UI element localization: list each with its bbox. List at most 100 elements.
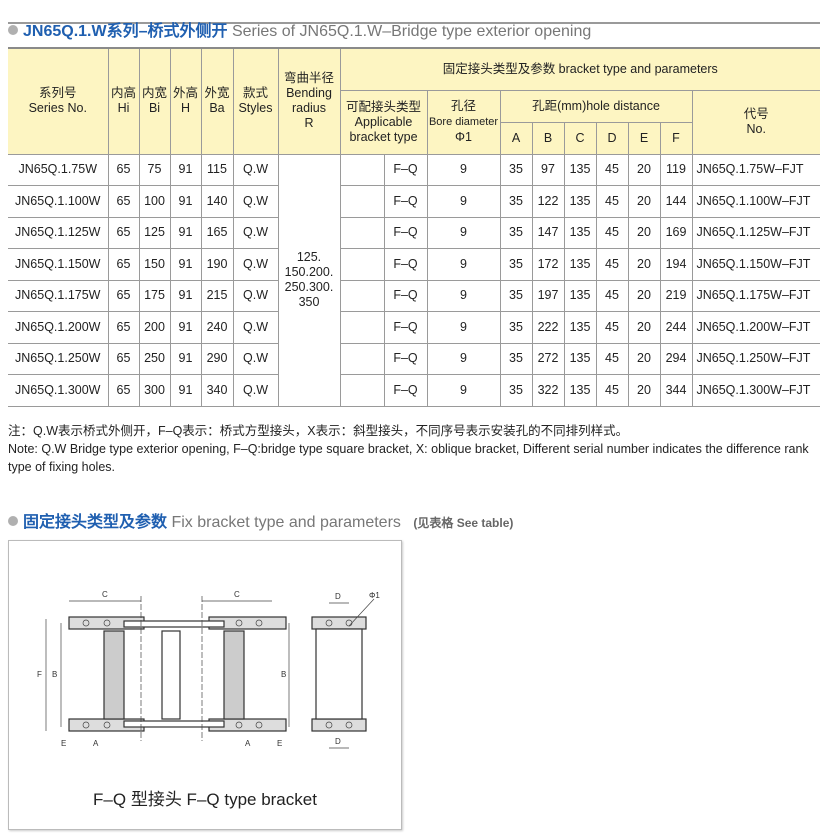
cell-no: JN65Q.1.250W–FJT [691,342,820,375]
cell-f: 344 [659,374,693,407]
header-col-f: F [659,121,692,155]
header-series: 系列号 Series No. [8,47,109,155]
cell-blank [339,311,385,344]
cell-e: 20 [627,342,661,375]
cell-d: 45 [595,153,629,186]
header-no: 代号 No. [691,89,820,155]
cell-a: 35 [499,311,533,344]
cell-e: 20 [627,311,661,344]
cell-h: 91 [169,279,202,312]
cell-no: JN65Q.1.75W–FJT [691,153,820,186]
cell-h: 91 [169,374,202,407]
table-row: JN65Q.1.300W 65 300 91 340 Q.W F–Q 9 35 322 135 45 2… [8,374,820,407]
dim-a: A [245,739,251,748]
cell-c: 135 [563,153,597,186]
header-radius: 弯曲半径 Bending radius R [277,47,341,155]
cell-type: F–Q [383,311,428,344]
header-hole: 孔距(mm)hole distance [499,89,693,123]
cell-a: 35 [499,185,533,218]
spec-table: 系列号 Series No. 内高 Hi 内宽 Bi 外高 H 外宽 Ba 款式 Style… [8,47,820,407]
table-row: JN65Q.1.175W 65 175 91 215 Q.W F–Q 9 35 197 135 45 2… [8,279,820,312]
cell-b: 222 [531,311,565,344]
cell-hi: 65 [107,279,140,312]
cell-f: 119 [659,153,693,186]
cell-bore: 9 [426,311,501,344]
cell-e: 20 [627,153,661,186]
cell-h: 91 [169,248,202,281]
cell-type: F–Q [383,153,428,186]
cell-bore: 9 [426,248,501,281]
cell-f: 244 [659,311,693,344]
cell-bi: 300 [138,374,171,407]
cell-series: JN65Q.1.150W [8,248,109,281]
cell-series: JN65Q.1.250W [8,342,109,375]
cell-h: 91 [169,153,202,186]
cell-bi: 75 [138,153,171,186]
dim-a: A [93,739,99,748]
cell-e: 20 [627,279,661,312]
cell-bi: 150 [138,248,171,281]
title-en: Series of JN65Q.1.W–Bridge type exterior… [231,23,592,40]
cell-b: 322 [531,374,565,407]
cell-h: 91 [169,311,202,344]
dim-f: F [37,670,42,679]
cell-c: 135 [563,311,597,344]
cell-b: 197 [531,279,565,312]
bullet-icon [8,516,18,526]
cell-d: 45 [595,342,629,375]
cell-h: 91 [169,216,202,249]
cell-ba: 140 [200,185,234,218]
bending-radius-line: 150.200. [284,265,334,279]
header-bi: 内宽 Bi [138,47,171,155]
cell-bore: 9 [426,374,501,407]
see-table-hint: (见表格 See table) [413,516,514,530]
header-type: 可配接头类型 Applicable bracket type [340,89,428,155]
cell-hi: 65 [107,342,140,375]
cell-d: 45 [595,311,629,344]
cell-type: F–Q [383,216,428,249]
dim-d: D [335,592,341,601]
diagram-caption: F–Q 型接头 F–Q type bracket [93,790,317,809]
cell-c: 135 [563,374,597,407]
section-title-bracket: 固定接头类型及参数 Fix bracket type and parameter… [8,508,513,532]
cell-blank [339,185,385,218]
dim-phi: Φ1 [369,591,380,600]
cell-ba: 290 [200,342,234,375]
header-col-a: A [500,121,533,155]
table-row: JN65Q.1.100W 65 100 91 140 Q.W F–Q 9 35 122 135 45 2… [8,185,820,218]
header-col-e: E [627,121,661,155]
dim-b: B [52,670,57,679]
cell-b: 172 [531,248,565,281]
cell-blank [339,248,385,281]
header-col-d: D [595,121,629,155]
cell-f: 144 [659,185,693,218]
cell-blank [339,342,385,375]
dim-d: D [335,737,341,746]
cell-bore: 9 [426,279,501,312]
header-col-c: C [563,121,597,155]
cell-style: Q.W [232,248,279,281]
cell-series: JN65Q.1.100W [8,185,109,218]
cell-a: 35 [499,248,533,281]
cell-bore: 9 [426,153,501,186]
table-row: JN65Q.1.150W 65 150 91 190 Q.W F–Q 9 35 172 135 45 2… [8,248,820,281]
cell-a: 35 [499,342,533,375]
cell-bending-radius: 125. 150.200. 250.300. 350 [277,153,341,407]
cell-style: Q.W [232,279,279,312]
title-cn: 固定接头类型及参数 [23,514,168,531]
cell-style: Q.W [232,374,279,407]
note-cn: 注：Q.W表示桥式外侧开，F–Q表示：桥式方型接头，X表示：斜型接头，不同序号表… [8,424,629,438]
cell-f: 294 [659,342,693,375]
bending-radius-line: 350 [298,295,320,309]
cell-series: JN65Q.1.200W [8,311,109,344]
dim-e: E [61,739,66,748]
cell-h: 91 [169,342,202,375]
bending-radius-line: 125. [296,250,322,264]
header-col-b: B [531,121,565,155]
cell-ba: 240 [200,311,234,344]
top-rule [8,22,820,24]
cell-type: F–Q [383,185,428,218]
cell-bi: 125 [138,216,171,249]
header-bracket: 固定接头类型及参数 bracket type and parameters [339,47,820,91]
